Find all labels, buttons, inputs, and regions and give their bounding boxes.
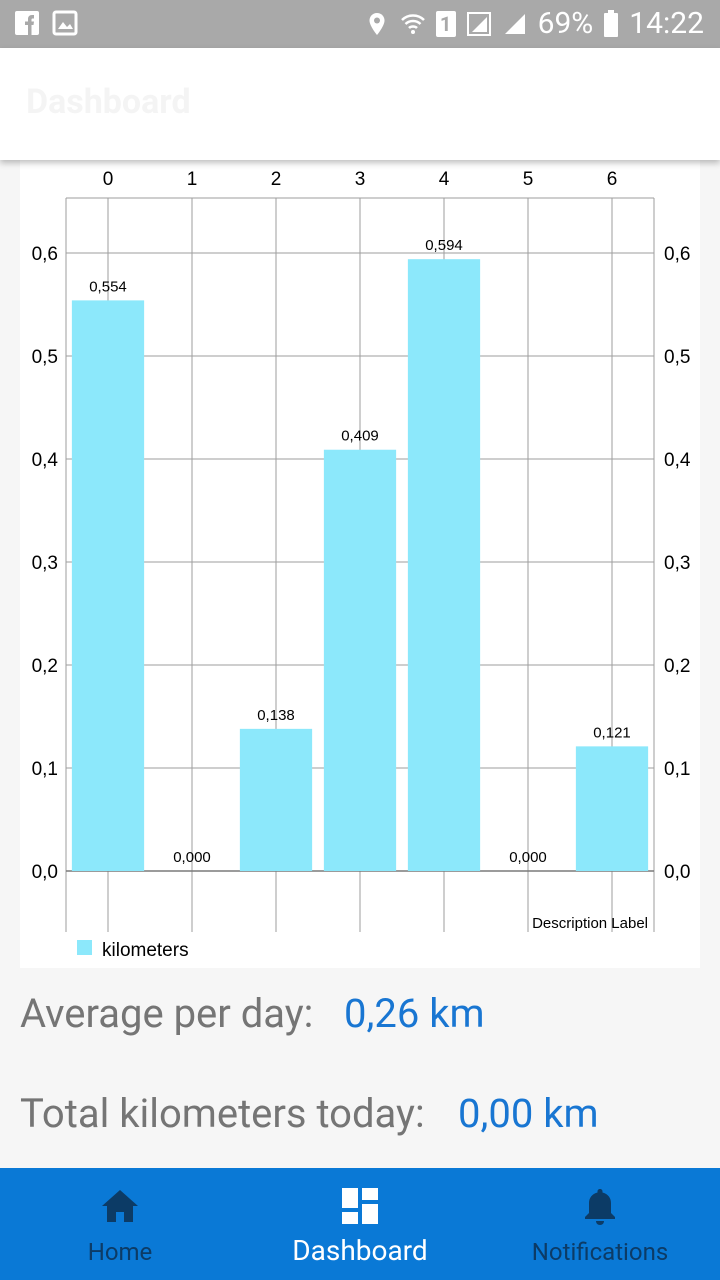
x-axis-tick-label: 3	[355, 169, 366, 190]
clock: 14:22	[629, 6, 704, 41]
average-row: Average per day: 0,26 km	[20, 990, 485, 1037]
home-icon	[102, 1190, 138, 1222]
facebook-notification-icon	[15, 11, 39, 35]
x-axis-tick-label: 4	[439, 169, 450, 190]
dashboard-icon	[342, 1188, 378, 1224]
bar	[407, 259, 481, 871]
page-title: Dashboard	[26, 82, 191, 122]
bar-value-label: 0,121	[593, 724, 631, 741]
signal-icon-1	[466, 11, 491, 36]
bar	[575, 746, 649, 871]
battery-percent: 69%	[537, 6, 594, 41]
x-axis-tick-label: 6	[607, 169, 618, 190]
gallery-notification-icon	[52, 10, 78, 36]
y-axis-tick-label-left: 0,2	[32, 656, 58, 677]
nav-home[interactable]: Home	[0, 1168, 240, 1280]
status-bar: 1 69% 14:22	[0, 0, 720, 48]
bar-value-label: 0,409	[341, 428, 379, 445]
x-axis-tick-label: 1	[187, 169, 198, 190]
y-axis-tick-label-right: 0,3	[664, 553, 690, 574]
y-axis-tick-label-right: 0,5	[664, 347, 690, 368]
bar-value-label: 0,138	[257, 707, 295, 724]
average-label: Average per day:	[20, 990, 314, 1037]
y-axis-tick-label-left: 0,3	[32, 553, 58, 574]
sim-slot-badge: 1	[435, 10, 456, 37]
nav-home-label: Home	[87, 1238, 153, 1266]
y-axis-tick-label-left: 0,5	[32, 347, 58, 368]
total-label: Total kilometers today:	[20, 1090, 425, 1137]
y-axis-tick-label-right: 0,6	[664, 244, 690, 265]
x-axis-tick-label: 2	[271, 169, 282, 190]
y-axis-tick-label-right: 0,0	[664, 862, 690, 883]
y-axis-tick-label-left: 0,6	[32, 244, 58, 265]
y-axis-tick-label-right: 0,4	[664, 450, 691, 471]
average-value: 0,26 km	[344, 990, 485, 1037]
chart-description-label: Description Label	[532, 915, 648, 932]
bar	[71, 300, 145, 871]
signal-icon-2	[504, 13, 525, 34]
x-axis-tick-label: 5	[523, 169, 534, 190]
bar	[323, 449, 397, 871]
nav-notifications-label: Notifications	[531, 1238, 669, 1266]
bar	[239, 728, 313, 871]
total-row: Total kilometers today: 0,00 km	[20, 1090, 599, 1137]
x-axis-tick-label: 0	[103, 169, 114, 190]
legend-swatch	[77, 940, 92, 955]
bottom-navigation: Home Dashboard Notifications	[0, 1168, 720, 1280]
y-axis-tick-label-left: 0,0	[32, 862, 58, 883]
y-axis-tick-label-right: 0,2	[664, 656, 690, 677]
y-axis-tick-label-right: 0,1	[664, 759, 690, 780]
bar-chart: 0,0 0,0 0,1 0,1 0,2 0,2 0,3 0,3 0,4 0,4 0,5 0,5 0,6 0…	[32, 169, 691, 961]
y-axis-tick-label-left: 0,1	[32, 759, 58, 780]
wifi-icon	[400, 13, 425, 34]
y-axis-tick-label-left: 0,4	[32, 450, 59, 471]
bar-value-label: 0,594	[425, 237, 463, 254]
app-bar: Dashboard	[0, 48, 720, 160]
bar-value-label: 0,000	[173, 849, 211, 866]
location-icon	[369, 12, 385, 35]
nav-notifications[interactable]: Notifications	[480, 1168, 720, 1280]
bar-value-label: 0,000	[509, 849, 547, 866]
chart-card: 0,0 0,0 0,1 0,1 0,2 0,2 0,3 0,3 0,4 0,4 0,5 0,5 0,6 0…	[20, 160, 700, 968]
legend-label: kilometers	[102, 940, 189, 961]
bar-value-label: 0,554	[89, 278, 127, 295]
nav-dashboard[interactable]: Dashboard	[240, 1168, 480, 1280]
nav-dashboard-label: Dashboard	[292, 1234, 428, 1267]
battery-icon	[604, 9, 619, 37]
total-value: 0,00 km	[458, 1090, 599, 1137]
bell-icon	[585, 1189, 615, 1225]
